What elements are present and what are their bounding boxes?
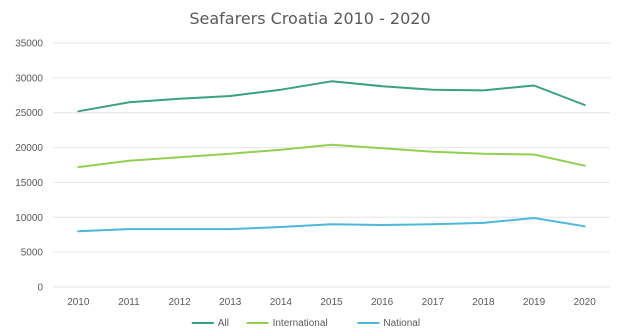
y-tick-label: 5000 (21, 248, 44, 259)
y-tick-label: 30000 (15, 73, 43, 84)
legend-label: International (273, 318, 328, 329)
x-axis-ticks: 2010 2011 2012 2013 2014 2015 2016 2017 2018 2019… (67, 297, 596, 308)
series-line-all (77, 80, 586, 113)
y-tick-label: 25000 (15, 108, 43, 119)
x-tick-label: 2018 (472, 297, 495, 308)
y-tick-label: 20000 (15, 143, 43, 154)
legend-item-national: National (357, 318, 420, 329)
series-line-international (77, 143, 586, 169)
x-tick-label: 2016 (371, 297, 394, 308)
x-tick-label: 2011 (118, 297, 140, 308)
y-tick-label: 0 (37, 283, 43, 294)
legend-item-all: All (191, 318, 229, 329)
gridlines (53, 42, 610, 288)
chart-title: Seafarers Croatia 2010 - 2020 (189, 9, 430, 28)
x-tick-label: 2013 (219, 297, 242, 308)
x-tick-label: 2010 (67, 297, 90, 308)
x-tick-label: 2020 (574, 297, 597, 308)
y-tick-label: 15000 (15, 178, 43, 189)
x-tick-label: 2017 (422, 297, 445, 308)
y-tick-label: 10000 (15, 213, 43, 224)
x-tick-label: 2015 (320, 297, 343, 308)
series-line-national (77, 217, 586, 233)
x-tick-label: 2014 (270, 297, 293, 308)
legend: All International National (191, 318, 420, 329)
series-lines (77, 80, 586, 233)
x-tick-label: 2019 (523, 297, 546, 308)
legend-item-international: International (246, 318, 328, 329)
legend-label: All (218, 318, 229, 329)
x-tick-label: 2012 (168, 297, 191, 308)
y-tick-label: 35000 (15, 39, 43, 50)
y-axis-ticks: 0 5000 10000 15000 20000 25000 30000 35000 (15, 39, 43, 294)
legend-label: National (383, 318, 420, 329)
